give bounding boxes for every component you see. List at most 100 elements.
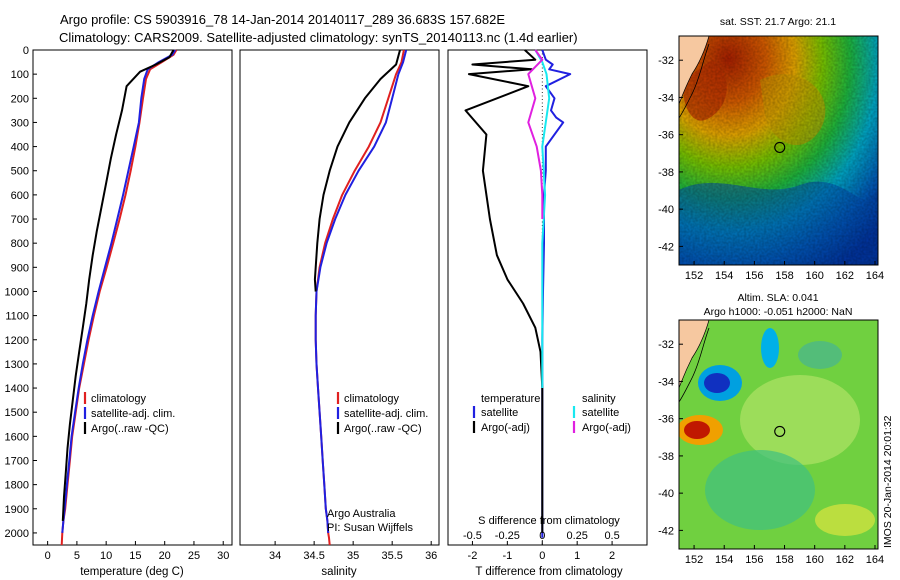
sla-blob (705, 450, 815, 530)
tick-label: 10 (100, 550, 112, 562)
annotation-argo-australia: Argo Australia (327, 508, 396, 520)
tick-label: 34 (269, 550, 281, 562)
sst-map-title: sat. SST: 21.7 Argo: 21.1 (720, 16, 836, 28)
tick-label: 5 (74, 550, 80, 562)
tick-label: 0 (539, 550, 545, 562)
tick-label: 1500 (5, 407, 29, 419)
tick-label: 162 (836, 554, 854, 566)
title-line-1: Argo profile: CS 5903916_78 14-Jan-2014 … (60, 12, 505, 27)
series-line (61, 49, 175, 521)
tick-label: 36 (425, 550, 437, 562)
legend-label-s-satellite: satellite (582, 407, 619, 419)
tick-label: 154 (715, 554, 733, 566)
imos-timestamp: IMOS 20-Jan-2014 20:01:32 (882, 415, 894, 548)
sla-map-subtitle: Argo h1000: -0.051 h2000: NaN (704, 306, 853, 318)
sla-map-frame (678, 319, 879, 550)
tick-label: 152 (685, 270, 703, 282)
tick-label: -0.5 (463, 530, 482, 542)
tick-label: 800 (11, 238, 29, 250)
tick-label: 400 (11, 142, 29, 154)
sla-high-anomaly-small (815, 504, 875, 536)
tick-label: 158 (775, 554, 793, 566)
series-line (313, 49, 401, 292)
salinity-plot-area (239, 49, 440, 546)
t-difference-label: T difference from climatology (475, 566, 622, 578)
tick-label: 15 (129, 550, 141, 562)
legend-label-satellite: satellite-adj. clim. (91, 408, 175, 420)
tick-label: 156 (745, 270, 763, 282)
sst-map-frame (678, 35, 879, 266)
tick-label: 300 (11, 117, 29, 129)
sla-low-anomaly-core (704, 373, 730, 393)
tick-label: -32 (658, 55, 674, 67)
tick-label: 152 (685, 554, 703, 566)
salinity-legend: climatology satellite-adj. clim. Argo(..… (336, 392, 428, 435)
tick-label: 160 (806, 270, 824, 282)
s-difference-label: S difference from climatology (478, 515, 620, 527)
sla-high-anomaly-core (684, 421, 710, 439)
tick-label: 1600 (5, 431, 29, 443)
legend-label-t-satellite: satellite (481, 407, 518, 419)
tick-label: 158 (775, 270, 793, 282)
tick-label: -40 (658, 488, 674, 500)
argo-location-marker (774, 425, 786, 437)
tick-label: -32 (658, 339, 674, 351)
depth-axis-ticks: 0 100 200 300 400 500 600 700 800 900 1000 1100 1200… (5, 45, 37, 540)
tick-label: -2 (468, 550, 478, 562)
legend-label-s-argo: Argo(-adj) (582, 422, 631, 434)
tick-label: 0.25 (566, 530, 587, 542)
tick-label: 1400 (5, 383, 29, 395)
sla-map-panel: Altim. SLA: 0.041 Argo h1000: -0.051 h20… (658, 292, 884, 566)
tick-label: -34 (658, 376, 674, 388)
difference-legend: temperature salinity satellite Argo(-adj… (472, 393, 631, 434)
annotation-pi: PI: Susan Wijffels (327, 522, 413, 534)
tick-label: 1000 (5, 286, 29, 298)
sst-map-image (679, 36, 878, 265)
temperature-axis-ticks: 0 5 10 15 20 25 30 (45, 541, 229, 562)
tick-label: 156 (745, 554, 763, 566)
tick-label: 200 (11, 93, 29, 105)
difference-plot-area (447, 49, 648, 546)
t-difference-axis-ticks: -2 -1 0 1 2 (468, 541, 615, 562)
tick-label: -36 (658, 130, 674, 142)
tick-label: -1 (502, 550, 512, 562)
legend-label-climatology: climatology (344, 393, 400, 405)
temperature-x-label: temperature (deg C) (80, 566, 184, 578)
tick-label: 35.5 (381, 550, 402, 562)
salinity-panel: 34 34.5 35 35.5 36 climatology satellite-adj… (239, 49, 440, 578)
tick-label: -34 (658, 92, 674, 104)
sst-shelf-contour (679, 43, 710, 119)
tick-label: 1700 (5, 455, 29, 467)
sla-blob (740, 375, 860, 465)
sla-low-anomaly-small (761, 328, 779, 368)
tick-label: 154 (715, 270, 733, 282)
legend-header-temperature: temperature (481, 393, 540, 405)
tick-label: 162 (836, 270, 854, 282)
sla-shelf-contour (679, 327, 710, 403)
sla-lat-ticks: -32 -34 -36 -38 -40 -42 (658, 339, 683, 537)
temperature-plot-area (32, 49, 233, 546)
argo-location-marker (774, 141, 786, 153)
tick-label: 1300 (5, 359, 29, 371)
legend-label-satellite: satellite-adj. clim. (344, 408, 428, 420)
tick-label: -36 (658, 414, 674, 426)
sst-lon-ticks: 152 154 156 158 160 162 164 (685, 261, 884, 282)
tick-label: 1 (574, 550, 580, 562)
salinity-axis-ticks: 34 34.5 35 35.5 36 (269, 541, 437, 562)
sst-land-coast (679, 36, 710, 105)
tick-label: 30 (217, 550, 229, 562)
tick-label: 0 (45, 550, 51, 562)
tick-label: 1800 (5, 480, 29, 492)
series-line (61, 49, 177, 533)
tick-label: 35 (347, 550, 359, 562)
temperature-series (60, 49, 178, 546)
sla-land-coast (679, 320, 710, 389)
tick-label: 164 (866, 554, 884, 566)
title-line-2: Climatology: CARS2009. Satellite-adjuste… (59, 30, 578, 45)
difference-series (464, 49, 572, 538)
series-line (464, 49, 544, 533)
series-line (534, 49, 551, 388)
legend-label-argo: Argo(..raw -QC) (91, 423, 169, 435)
tick-label: 0 (23, 45, 29, 57)
